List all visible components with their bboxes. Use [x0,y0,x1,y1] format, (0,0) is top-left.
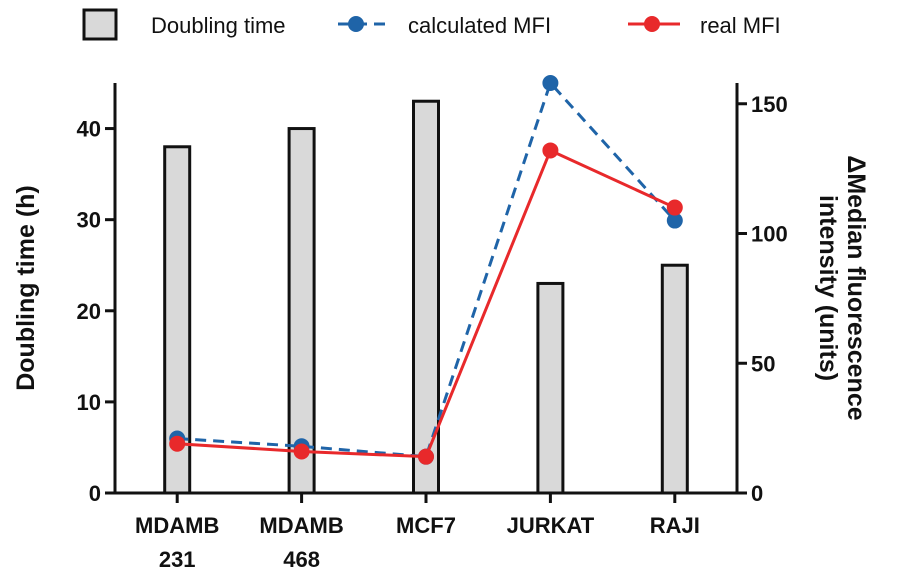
left-ticks: 0 10 20 30 40 [77,117,115,506]
left-tick-label-3: 30 [77,208,101,233]
legend-label-doubling-time: Doubling time [151,13,286,38]
point-calculated-mfi-4 [666,212,683,229]
x-tick-label-2-0: MCF7 [396,513,456,538]
left-tick-label-4: 40 [77,117,101,142]
left-tick-label-2: 20 [77,299,101,324]
x-tick-label-1-0: MDAMB [259,513,343,538]
point-real-mfi-4 [666,199,683,216]
bar-doubling-time-4 [660,263,689,495]
bar-doubling-time-1 [287,127,316,495]
right-axis-title: ΔMedian fluorescence intensity (units) [814,155,870,420]
legend-marker-calculated-mfi [348,16,364,32]
series-line-calculated-mfi [177,81,676,459]
point-calculated-mfi-3 [542,75,559,91]
series-lines [169,75,683,465]
x-tick-label-0-1: 231 [159,547,196,572]
left-tick-label-0: 0 [89,481,101,506]
legend-label-real-mfi: real MFI [700,13,781,38]
point-real-mfi-0 [169,435,186,452]
bar-doubling-time-3 [536,281,565,495]
x-tick-label-3-0: JURKAT [507,513,595,538]
legend-marker-real-mfi [644,16,660,32]
x-tick-label-4-0: RAJI [650,513,700,538]
legend: Doubling time calculated MFI real MFI [82,8,781,41]
right-tick-label-2: 100 [751,222,788,247]
x-tick-label-1-1: 468 [283,547,320,572]
right-ticks: 0 50 100 150 [737,92,788,506]
point-real-mfi-3 [542,142,559,159]
left-axis-title: Doubling time (h) [12,185,40,391]
right-tick-label-0: 0 [751,481,763,506]
legend-swatch-doubling-time [82,8,118,41]
right-tick-label-3: 150 [751,92,788,117]
x-ticks: MDAMB 231 MDAMB 468 MCF7 JURKAT RAJI [135,493,700,572]
point-real-mfi-1 [293,443,310,460]
right-axis-title-line-2: intensity (units) [814,195,842,381]
left-tick-label-1: 10 [77,390,101,415]
bars [163,99,689,495]
right-tick-label-1: 50 [751,351,775,376]
x-tick-label-0-0: MDAMB [135,513,219,538]
legend-label-calculated-mfi: calculated MFI [408,13,551,38]
right-axis-title-line-1: ΔMedian fluorescence [842,155,870,420]
point-real-mfi-2 [418,448,434,465]
